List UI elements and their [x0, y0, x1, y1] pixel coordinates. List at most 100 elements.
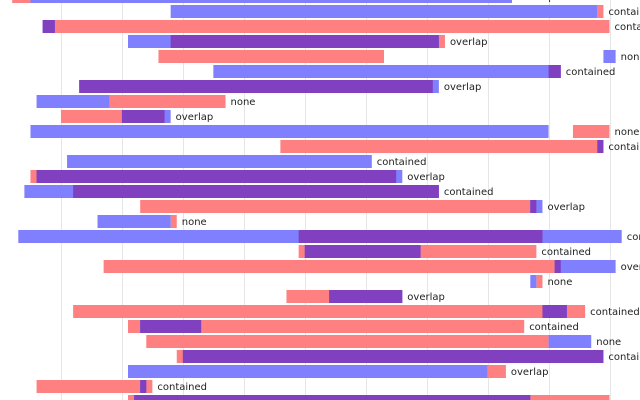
overlap-bar — [548, 65, 561, 78]
interval-a-bar — [12, 0, 31, 3]
interval-row-13: contained — [24, 185, 493, 198]
interval-row-14: overlap — [140, 200, 585, 213]
interval-row-3: overlap — [128, 35, 488, 48]
relation-label: contained — [615, 22, 640, 33]
interval-b-bar — [30, 125, 549, 138]
relation-label: overlap — [511, 367, 549, 378]
relation-label: contained — [627, 232, 640, 243]
interval-row-23: none — [146, 335, 621, 348]
interval-row-27 — [128, 395, 610, 400]
interval-row-20: overlap — [286, 290, 445, 303]
relation-label: overlap — [450, 37, 488, 48]
overlap-bar — [134, 395, 531, 400]
overlap-bar — [170, 35, 439, 48]
interval-b-bar — [170, 5, 598, 18]
interval-row-17: contained — [298, 245, 591, 258]
interval-row-0: overlap — [12, 0, 555, 3]
interval-row-8: overlap — [60, 110, 214, 123]
interval-b-bar — [30, 0, 512, 3]
interval-a-bar — [128, 320, 525, 333]
interval-row-25: overlap — [128, 365, 548, 378]
interval-a-bar — [158, 50, 384, 63]
interval-row-21: contained — [73, 305, 640, 318]
overlap-bar — [140, 320, 202, 333]
interval-row-12: overlap — [30, 170, 445, 183]
relation-label: contained — [566, 67, 616, 78]
interval-row-15: none — [97, 215, 207, 228]
interval-a-bar — [536, 275, 543, 288]
interval-row-19: none — [530, 275, 572, 288]
relation-label: none — [231, 97, 256, 108]
relation-label: overlap — [407, 292, 445, 303]
interval-a-bar — [140, 200, 537, 213]
relation-label: overlap — [407, 172, 445, 183]
relation-label: contained — [608, 7, 640, 18]
relation-label: contained — [608, 352, 640, 363]
interval-b-bar — [548, 335, 592, 348]
overlap-bar — [121, 110, 165, 123]
relation-label: none — [182, 217, 207, 228]
overlap-bar — [597, 140, 604, 153]
interval-row-26: contained — [36, 380, 207, 393]
interval-b-bar — [213, 65, 561, 78]
interval-row-1: contained — [170, 5, 640, 18]
interval-a-bar — [597, 5, 604, 18]
interval-b-bar — [97, 215, 171, 228]
interval-b-bar — [530, 275, 537, 288]
overlap-bar — [304, 245, 421, 258]
interval-b-bar — [36, 95, 110, 108]
relation-label: contained — [377, 157, 427, 168]
interval-b-bar — [554, 260, 616, 273]
relation-label: contained — [590, 307, 640, 318]
relation-label: overlap — [517, 0, 555, 3]
relation-label: none — [596, 337, 621, 348]
interval-row-22: contained — [128, 320, 579, 333]
interval-row-2: contained — [42, 20, 640, 33]
overlap-bar — [182, 350, 604, 363]
relation-label: contained — [529, 322, 579, 333]
interval-a-bar — [42, 20, 610, 33]
interval-a-bar — [146, 335, 549, 348]
interval-b-bar — [67, 155, 372, 168]
interval-row-24: contained — [176, 350, 640, 363]
interval-a-bar — [487, 365, 506, 378]
interval-rows: overlap contained contained overlap none cont… — [12, 0, 640, 400]
overlap-bar — [79, 80, 433, 93]
interval-row-4: none — [158, 50, 640, 63]
relation-label: contained — [541, 247, 591, 258]
interval-row-9: none — [30, 125, 639, 138]
overlap-bar — [42, 20, 55, 33]
relation-label: contained — [444, 187, 494, 198]
interval-b-bar — [603, 50, 616, 63]
relation-label: none — [615, 127, 640, 138]
overlap-bar — [554, 260, 561, 273]
interval-row-6: overlap — [79, 80, 481, 93]
relation-label: contained — [157, 382, 207, 393]
relation-label: none — [621, 52, 640, 63]
interval-row-10: contained — [280, 140, 640, 153]
relation-label: overlap — [547, 202, 585, 213]
overlap-bar — [542, 305, 567, 318]
interval-a-bar — [572, 125, 610, 138]
relation-label: contained — [608, 142, 640, 153]
interval-b-bar — [128, 365, 488, 378]
interval-row-16: contained — [18, 230, 640, 243]
interval-a-bar — [109, 95, 226, 108]
interval-a-bar — [36, 380, 153, 393]
relation-label: overlap — [621, 262, 640, 273]
interval-row-11: contained — [67, 155, 426, 168]
interval-row-5: contained — [213, 65, 615, 78]
overlap-bar — [329, 290, 403, 303]
overlap-bar — [73, 185, 439, 198]
interval-row-7: none — [36, 95, 256, 108]
interval-a-bar — [103, 260, 561, 273]
relation-label: overlap — [444, 82, 482, 93]
interval-row-18: overlap — [103, 260, 640, 273]
relation-label: overlap — [176, 112, 214, 123]
overlap-bar — [530, 200, 537, 213]
overlap-bar — [298, 230, 543, 243]
interval-a-bar — [73, 305, 586, 318]
overlap-bar — [36, 170, 397, 183]
interval-a-bar — [280, 140, 604, 153]
